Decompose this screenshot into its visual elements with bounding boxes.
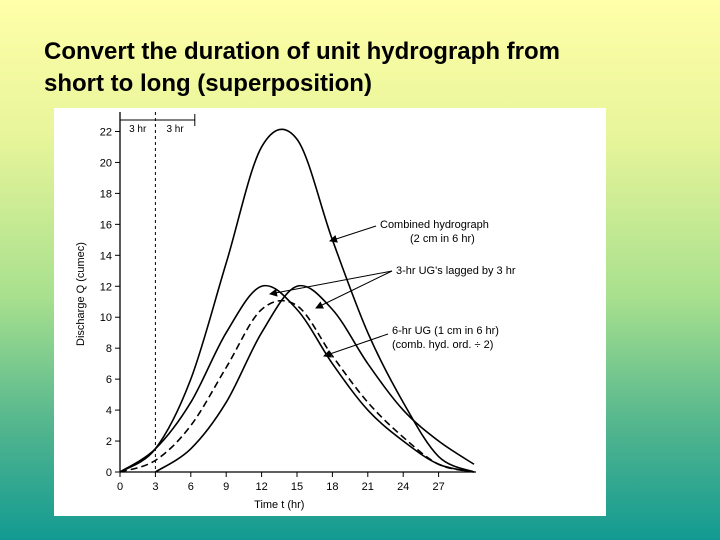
x-tick-label: 27 <box>432 481 444 493</box>
y-axis-title: Discharge Q (cumec) <box>75 242 87 346</box>
series-line-4 <box>119 299 475 473</box>
series-line-3 <box>119 128 475 473</box>
y-tick-label: 10 <box>100 312 112 324</box>
duration-label-1: 3 hr <box>129 124 147 135</box>
annotation-combined-line-1: Combined hydrograph <box>380 219 489 231</box>
y-tick-label: 20 <box>100 157 112 169</box>
y-tick-label: 18 <box>100 188 112 200</box>
annotation-combined-line-2: (2 cm in 6 hr) <box>410 233 475 245</box>
y-tick-label: 6 <box>106 374 112 386</box>
y-tick-label: 22 <box>100 126 112 138</box>
annotation-lagged-arrow-1 <box>269 270 393 297</box>
x-tick-label: 0 <box>117 481 123 493</box>
annotation-6hr-line-1: 6-hr UG (1 cm in 6 hr) <box>392 325 499 337</box>
x-axis-title: Time t (hr) <box>254 499 304 511</box>
y-tick-label: 2 <box>106 436 112 448</box>
y-tick-label: 4 <box>106 405 112 417</box>
y-tick-label: 0 <box>106 467 112 479</box>
slide-title-line-2: short to long (superposition) <box>44 70 372 97</box>
annotation-combined-arrow <box>329 225 377 243</box>
y-tick-label: 14 <box>100 250 112 262</box>
y-tick-label: 12 <box>100 281 112 293</box>
x-tick-label: 24 <box>397 481 409 493</box>
x-tick-label: 9 <box>223 481 229 493</box>
x-tick-label: 18 <box>326 481 338 493</box>
annotation-6hr-arrow <box>323 333 389 358</box>
annotation-lagged-label: 3-hr UG's lagged by 3 hr <box>396 265 516 277</box>
x-tick-label: 3 <box>152 481 158 493</box>
slide-title: Convert the duration of unit hydrograph … <box>44 36 684 100</box>
x-tick-label: 6 <box>188 481 194 493</box>
x-tick-label: 12 <box>255 481 267 493</box>
annotation-lagged-arrow-2 <box>315 270 393 309</box>
series-line-2 <box>154 284 475 473</box>
x-tick-label: 15 <box>291 481 303 493</box>
y-tick-label: 16 <box>100 219 112 231</box>
hydrograph-figure: 0 2 4 6 8 10 12 14 16 18 20 22 0 3 6 9 12 15 18 21 24 27 Time … <box>54 108 606 516</box>
annotation-6hr-line-2: (comb. hyd. ord. ÷ 2) <box>392 339 493 351</box>
series-line-1 <box>119 284 475 473</box>
y-tick-label: 8 <box>106 343 112 355</box>
slide-title-line-1: Convert the duration of unit hydrograph … <box>44 38 560 65</box>
x-tick-label: 21 <box>362 481 374 493</box>
duration-label-2: 3 hr <box>166 124 184 135</box>
